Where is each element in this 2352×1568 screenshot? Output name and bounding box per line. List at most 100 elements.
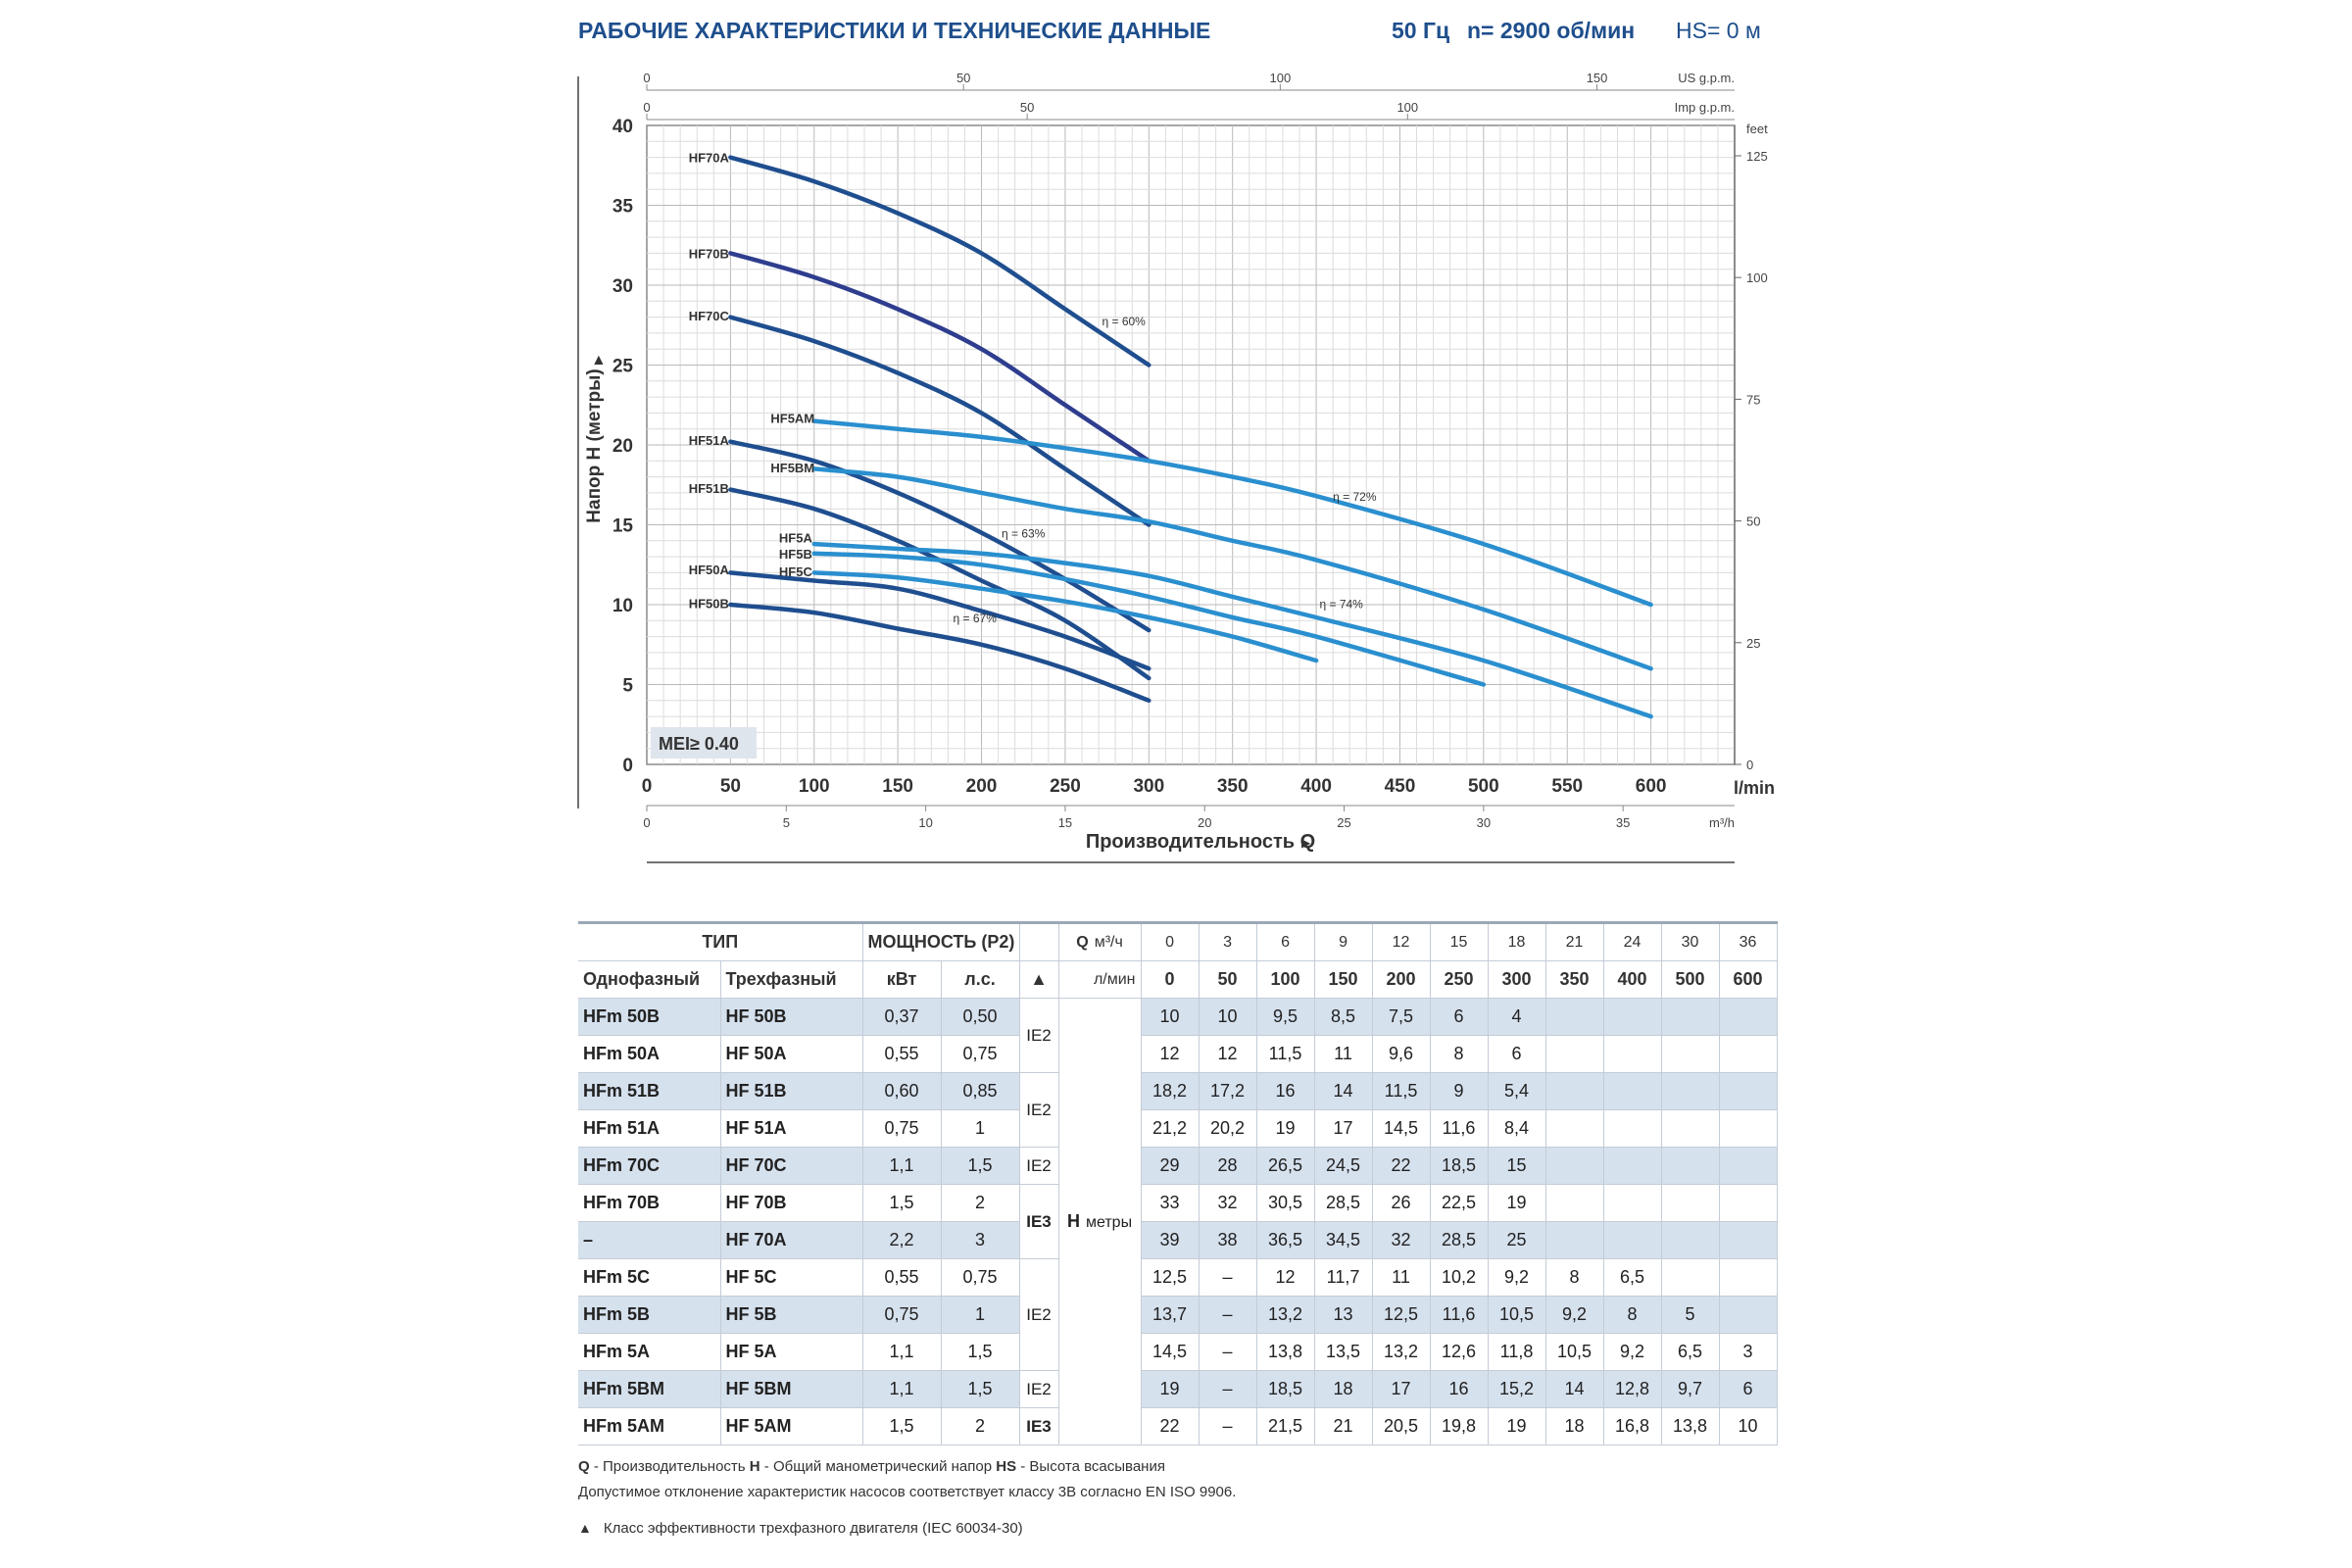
power-kw: 1,1 (862, 1370, 942, 1408)
model-single-phase: – (578, 1221, 721, 1259)
power-kw: 0,75 (862, 1109, 942, 1148)
head-value: 20,2 (1199, 1109, 1257, 1148)
feet-tick-label: 75 (1746, 392, 1760, 407)
series-line-hf5a (811, 541, 1653, 719)
head-value (1661, 1109, 1720, 1148)
head-value (1661, 998, 1720, 1036)
series-label: HF70C (689, 309, 730, 323)
head-value: 12 (1141, 1035, 1200, 1073)
table-row: HFm 70B HF 70B 1,5 2 IE3 33 32 30,5 28,5 26 22,5 19 (578, 1184, 1778, 1259)
power-hp: 0,75 (941, 1035, 1020, 1073)
head-value: 9 (1430, 1072, 1489, 1110)
head-value: 19 (1488, 1184, 1546, 1222)
header-type: ТИП (578, 921, 863, 961)
head-value: 16,8 (1603, 1407, 1662, 1446)
feet-tick-label: 100 (1746, 270, 1768, 285)
x-tick-label: 350 (1217, 776, 1249, 797)
head-value (1719, 1258, 1778, 1297)
head-value: 10 (1141, 998, 1200, 1036)
y-axis-arrow-icon: ▶ (591, 355, 605, 365)
header-lmin-value: 200 (1372, 960, 1431, 999)
mei-badge-bg (651, 727, 757, 759)
head-value: 26,5 (1256, 1147, 1315, 1185)
model-three-phase: HF 5BM (720, 1370, 863, 1408)
head-value: 13,2 (1372, 1333, 1431, 1371)
m3h-unit-label: m³/h (1709, 815, 1735, 830)
note-h-key: H (749, 1458, 760, 1475)
head-value: 6,5 (1661, 1333, 1720, 1371)
header-lmin-value: 0 (1141, 960, 1200, 999)
head-value (1603, 1109, 1662, 1148)
header-m3h-value: 21 (1545, 921, 1604, 961)
y-tick-label: 30 (612, 276, 633, 297)
head-value: 11,8 (1488, 1333, 1546, 1371)
header-m3h-value: 15 (1430, 921, 1489, 961)
head-value: 8 (1430, 1035, 1489, 1073)
head-value (1719, 1035, 1778, 1073)
head-value (1603, 1072, 1662, 1110)
m3h-tick-label: 0 (643, 815, 650, 830)
table-row: HFm 5AM HF 5AM 1,5 2 IE3 22–21,5 21 20,5 19,8 19 1… (578, 1407, 1778, 1446)
head-value: 10,5 (1545, 1333, 1604, 1371)
head-value (1545, 1109, 1604, 1148)
head-value: 16 (1256, 1072, 1315, 1110)
series-line-hf70b (728, 251, 1152, 464)
efficiency-annotation: η = 63% (1002, 527, 1046, 541)
model-three-phase: HF 70B (720, 1184, 863, 1222)
x-axis-label: Производительность Q (1086, 831, 1315, 853)
note-hs-key: HS (996, 1458, 1017, 1475)
ie-class: IE2 (1019, 1072, 1059, 1148)
us-gpm-unit-label: US g.p.m. (1678, 71, 1735, 85)
head-value: 12,6 (1430, 1333, 1489, 1371)
power-kw: 0,55 (862, 1035, 942, 1073)
head-value: 20,5 (1372, 1407, 1431, 1446)
series-label: HF51B (689, 481, 729, 496)
header-m3h-value: 18 (1488, 921, 1546, 961)
model-single-phase: HFm 5AM (578, 1407, 721, 1446)
head-value: 28,5 (1314, 1184, 1373, 1222)
head-value: 13,8 (1661, 1407, 1720, 1446)
head-value: 8,5 (1314, 998, 1373, 1036)
x-tick-label: 500 (1468, 776, 1499, 797)
series-label: HF70A (689, 151, 730, 166)
suction-height-label: HS= 0 м (1676, 18, 1761, 43)
head-value: 19 (1141, 1370, 1200, 1408)
head-value (1661, 1184, 1720, 1222)
header-m3h-value: 0 (1141, 921, 1200, 961)
head-value: 32 (1199, 1184, 1257, 1222)
frequency-label: 50 Гц (1392, 18, 1450, 43)
head-value: 28 (1199, 1147, 1257, 1185)
x-tick-label: 300 (1133, 776, 1164, 797)
series-line-hf50a (728, 570, 1152, 671)
head-value: 10,5 (1488, 1296, 1546, 1334)
x-tick-label: 400 (1300, 776, 1332, 797)
m3h-tick-label: 5 (783, 815, 790, 830)
head-value: 13,5 (1314, 1333, 1373, 1371)
us-gpm-tick-label: 0 (643, 71, 650, 85)
header-lmin-value: 300 (1488, 960, 1546, 999)
head-value: 15 (1488, 1147, 1546, 1185)
head-value: 10,2 (1430, 1258, 1489, 1297)
series-line-hf50b (728, 602, 1152, 704)
header-three-phase: Трехфазный (720, 960, 863, 999)
model-single-phase: HFm 5C (578, 1258, 721, 1297)
series-label: HF5A (779, 531, 813, 546)
header-m3h: м³/ч (1094, 933, 1123, 951)
power-hp: 2 (941, 1184, 1020, 1222)
model-single-phase: HFm 5A (578, 1333, 721, 1371)
power-hp: 1,5 (941, 1333, 1020, 1371)
head-value (1661, 1221, 1720, 1259)
power-kw: 0,75 (862, 1296, 942, 1334)
head-value (1719, 1184, 1778, 1222)
model-three-phase: HF 50B (720, 998, 863, 1036)
head-value: 24,5 (1314, 1147, 1373, 1185)
series-label: HF50B (689, 596, 729, 611)
head-value (1545, 1035, 1604, 1073)
power-hp: 0,75 (941, 1258, 1020, 1297)
head-value: 9,2 (1545, 1296, 1604, 1334)
power-kw: 1,5 (862, 1184, 942, 1222)
model-single-phase: HFm 51B (578, 1072, 721, 1110)
head-value: 11 (1372, 1258, 1431, 1297)
